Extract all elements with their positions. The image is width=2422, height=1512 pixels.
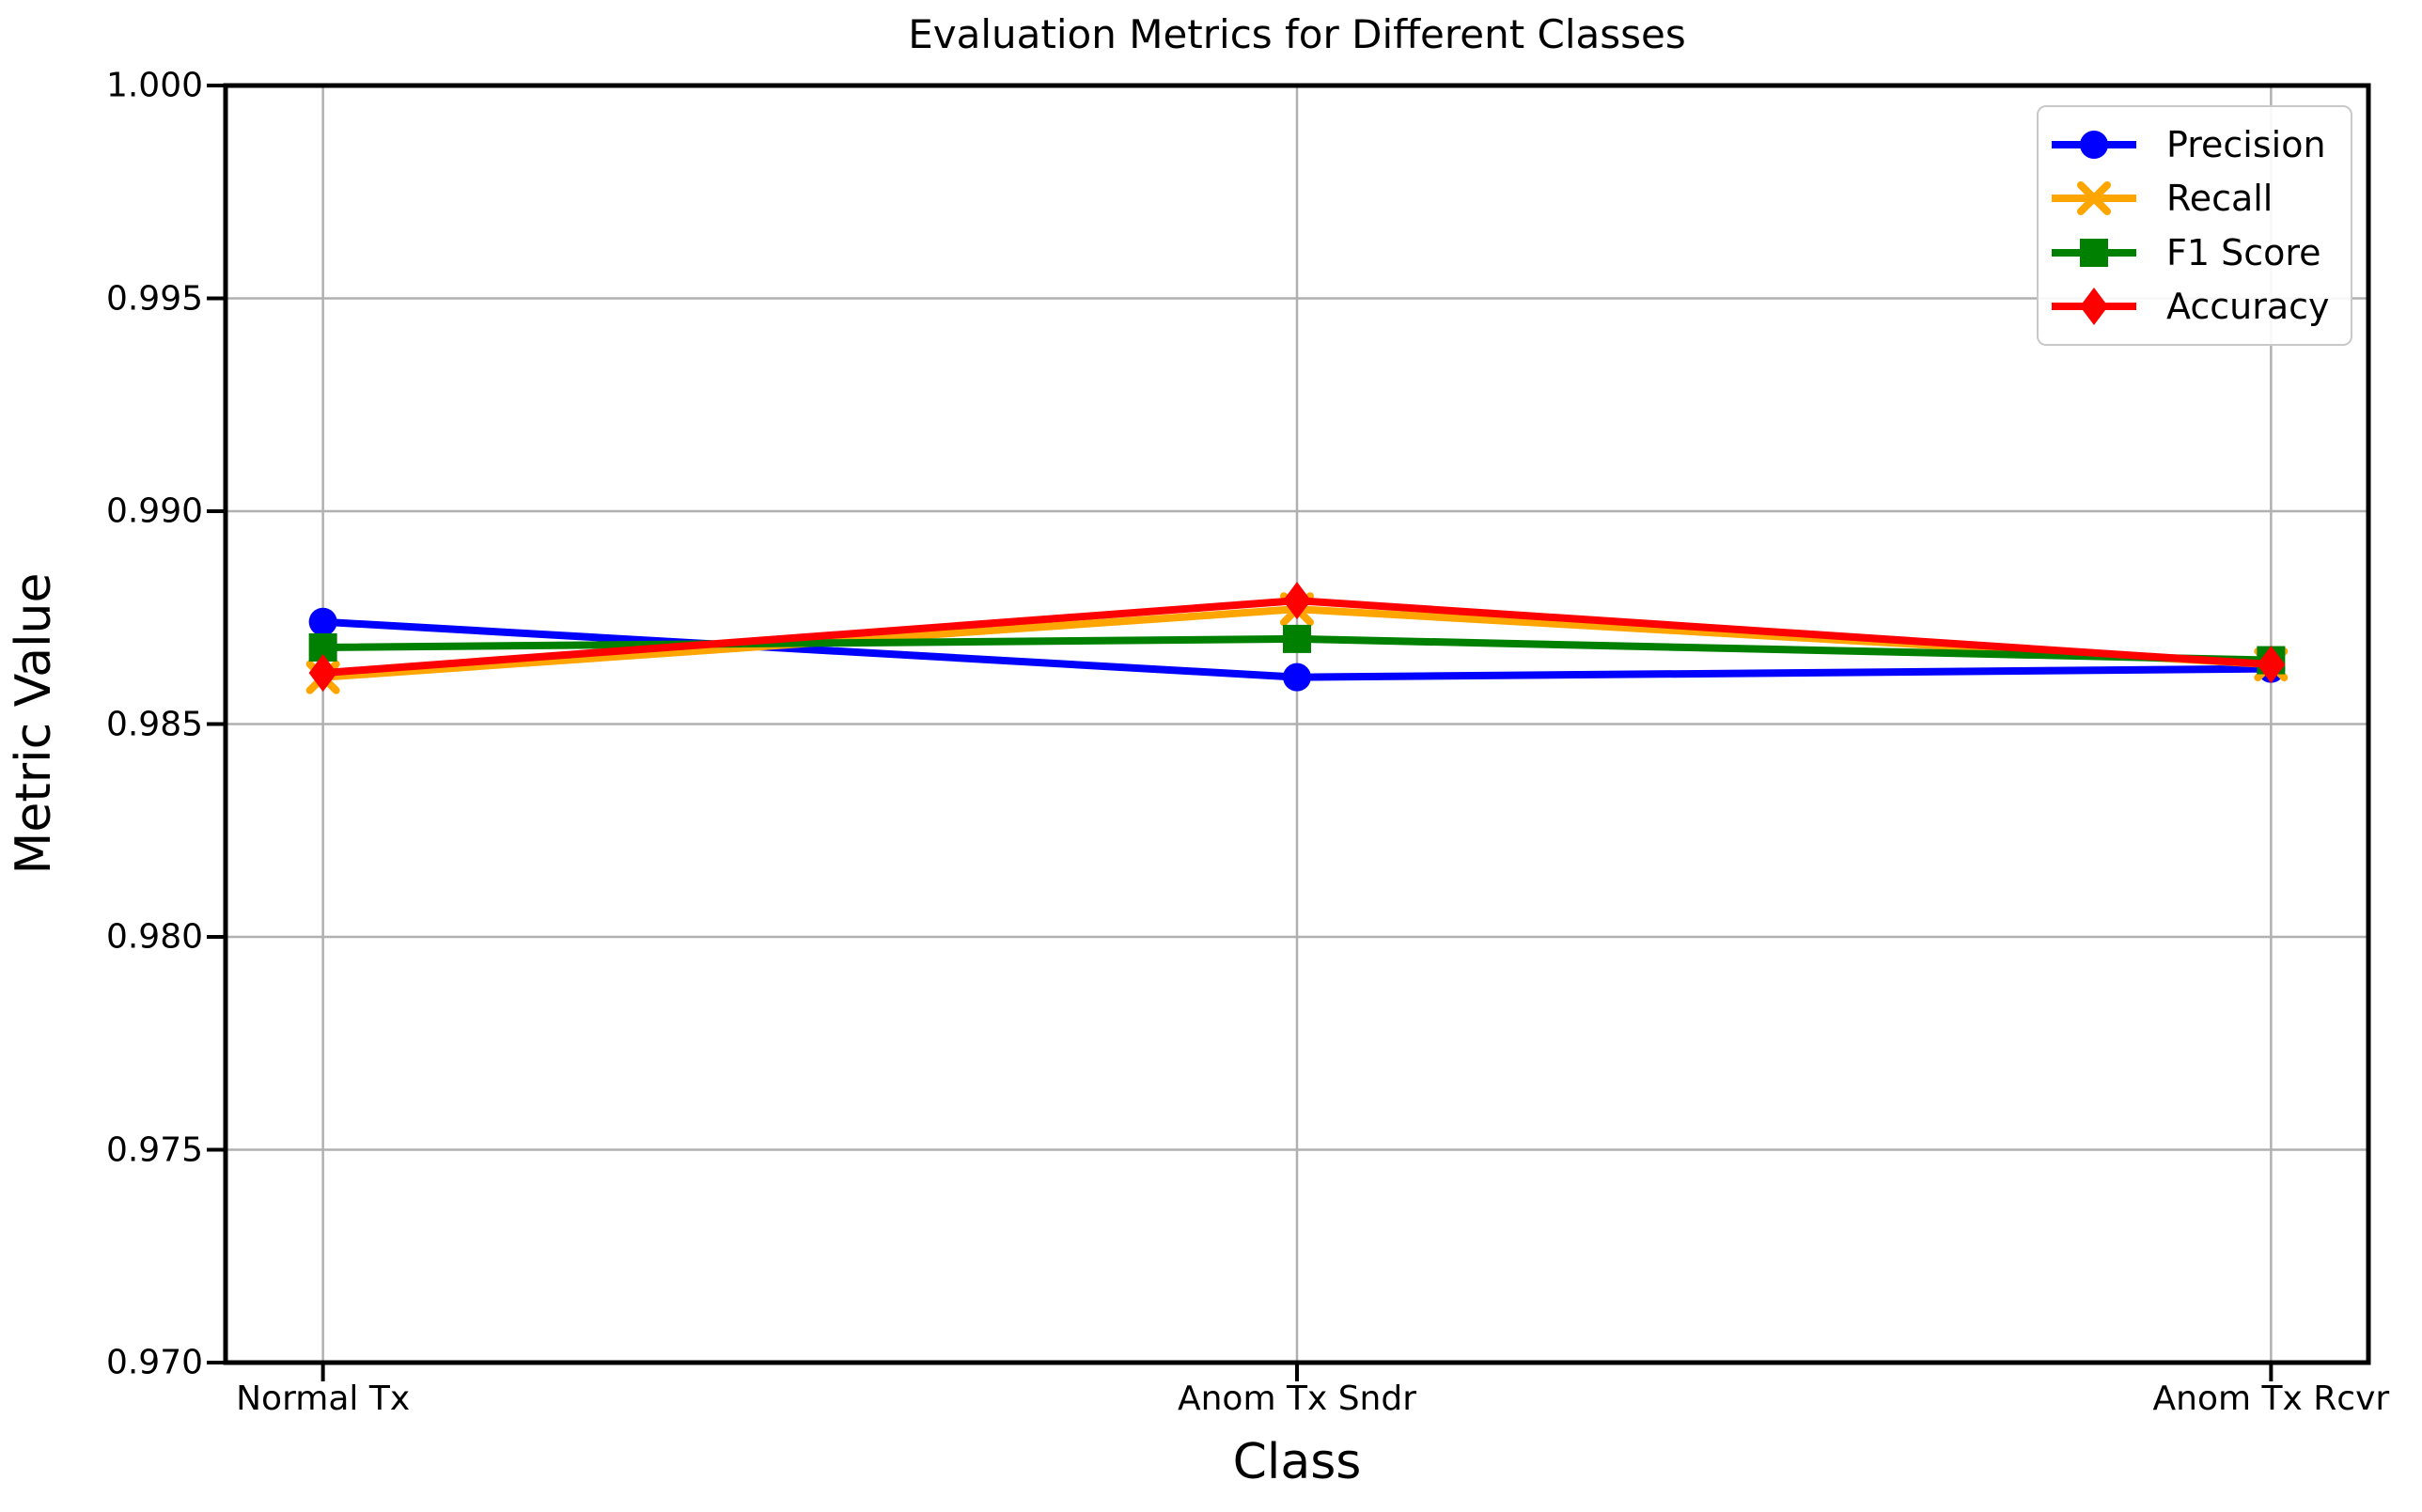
legend-item-precision: Precision — [2046, 122, 2351, 167]
diamond-marker-icon — [2257, 646, 2286, 684]
y-tick-label: 0.980 — [105, 917, 203, 957]
x-marker-icon — [2077, 181, 2111, 216]
x-axis-label: Class — [1232, 1434, 1362, 1490]
x-tick-label: Normal Tx — [236, 1380, 411, 1418]
legend: Precision Recall F1 Score Accuracy — [2037, 105, 2352, 346]
diamond-marker-icon — [308, 654, 337, 693]
legend-label: F1 Score — [2166, 231, 2321, 273]
y-tick-label: 0.990 — [105, 491, 203, 531]
legend-label: Recall — [2166, 178, 2274, 220]
legend-diamond-marker-icon — [2052, 288, 2136, 326]
x-tick-label: Anom Tx Rcvr — [2152, 1380, 2390, 1418]
legend-item-accuracy: Accuracy — [2046, 284, 2351, 329]
square-marker-icon — [2080, 238, 2108, 267]
y-tick-label: 0.970 — [105, 1343, 203, 1382]
legend-label: Accuracy — [2166, 286, 2330, 328]
legend-item-recall: Recall — [2046, 176, 2351, 221]
y-tick-label: 0.985 — [105, 705, 203, 743]
y-tick-label: 0.975 — [105, 1130, 203, 1169]
legend-circle-marker-icon — [2052, 130, 2136, 159]
legend-square-marker-icon — [2052, 238, 2136, 267]
y-tick-label: 0.995 — [105, 279, 203, 318]
x-tick-label: Anom Tx Sndr — [1177, 1380, 1417, 1418]
circle-marker-icon — [1283, 662, 1311, 692]
y-tick-label: 1.000 — [105, 66, 203, 105]
square-marker-icon — [1283, 624, 1311, 653]
legend-label: Precision — [2166, 123, 2326, 165]
diamond-marker-icon — [1283, 582, 1311, 620]
circle-marker-icon — [308, 607, 337, 636]
circle-marker-icon — [2080, 130, 2108, 159]
y-axis-label: Metric Value — [6, 572, 62, 875]
legend-x-marker-icon — [2052, 181, 2136, 216]
chart-title: Evaluation Metrics for Different Classes — [908, 11, 1686, 57]
legend-item-f1-score: F1 Score — [2046, 230, 2351, 275]
diamond-marker-icon — [2080, 288, 2108, 326]
